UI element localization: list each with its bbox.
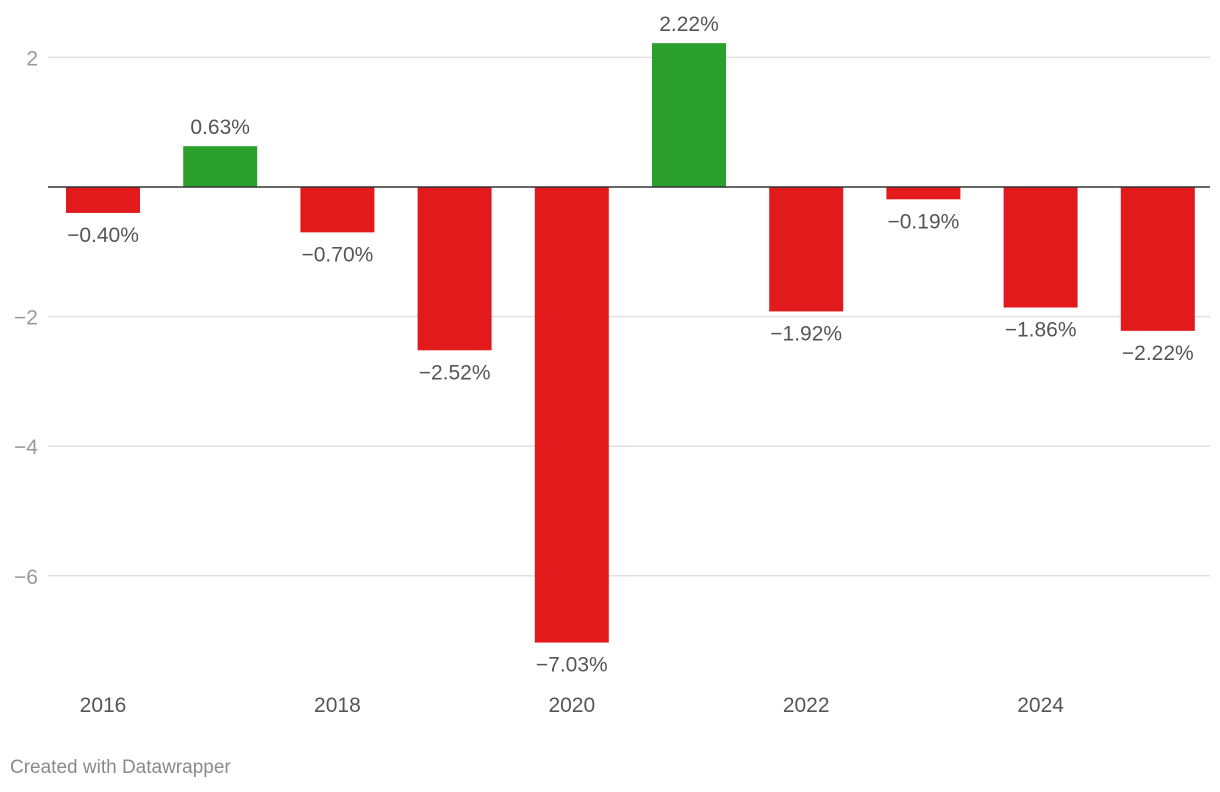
x-tick-label: 2016 (80, 694, 127, 717)
data-label-2019: −2.52% (419, 361, 491, 384)
y-tick-label: −6 (14, 566, 38, 589)
bar-2017 (183, 146, 258, 187)
bar-2020 (534, 187, 609, 643)
data-label-2018: −0.70% (301, 243, 373, 266)
bar-2018 (300, 187, 375, 233)
data-label-2024: −1.86% (1005, 319, 1077, 342)
data-label-2017: 0.63% (190, 116, 250, 139)
data-label-2025: −2.22% (1122, 342, 1194, 365)
bar-2021 (652, 43, 726, 188)
bar-2024 (1003, 187, 1078, 308)
x-tick-label: 2024 (1017, 694, 1064, 717)
bar-2023 (886, 187, 961, 200)
data-label-2023: −0.19% (887, 210, 959, 233)
data-label-2021: 2.22% (659, 13, 719, 36)
data-label-2016: −0.40% (67, 224, 139, 247)
bar-2016 (66, 187, 140, 213)
value-labels: −0.40% 0.63% −0.70% −2.52% −7.03% 2.22% −1.92%… (67, 13, 1194, 676)
y-tick-label: −2 (14, 307, 38, 330)
bar-2022 (769, 187, 844, 312)
bar-chart: −0.40% 0.63% −0.70% −2.52% −7.03% 2.22% −1.92%… (14, 13, 1210, 717)
axes: 2 −2 −4 −6 2016 2018 2020 2022 2024 (14, 47, 1210, 717)
x-tick-label: 2022 (783, 694, 830, 717)
credit-text: Created with Datawrapper (10, 757, 231, 778)
y-tick-label: −4 (14, 436, 38, 459)
data-label-2020: −7.03% (536, 654, 608, 677)
y-tick-label: 2 (26, 47, 38, 70)
data-label-2022: −1.92% (770, 322, 842, 345)
gridlines (48, 56, 1210, 577)
x-tick-label: 2018 (314, 694, 361, 717)
bar-2019 (417, 187, 492, 351)
bar-2025 (1120, 187, 1195, 331)
x-tick-label: 2020 (548, 694, 595, 717)
bars (66, 43, 1195, 643)
